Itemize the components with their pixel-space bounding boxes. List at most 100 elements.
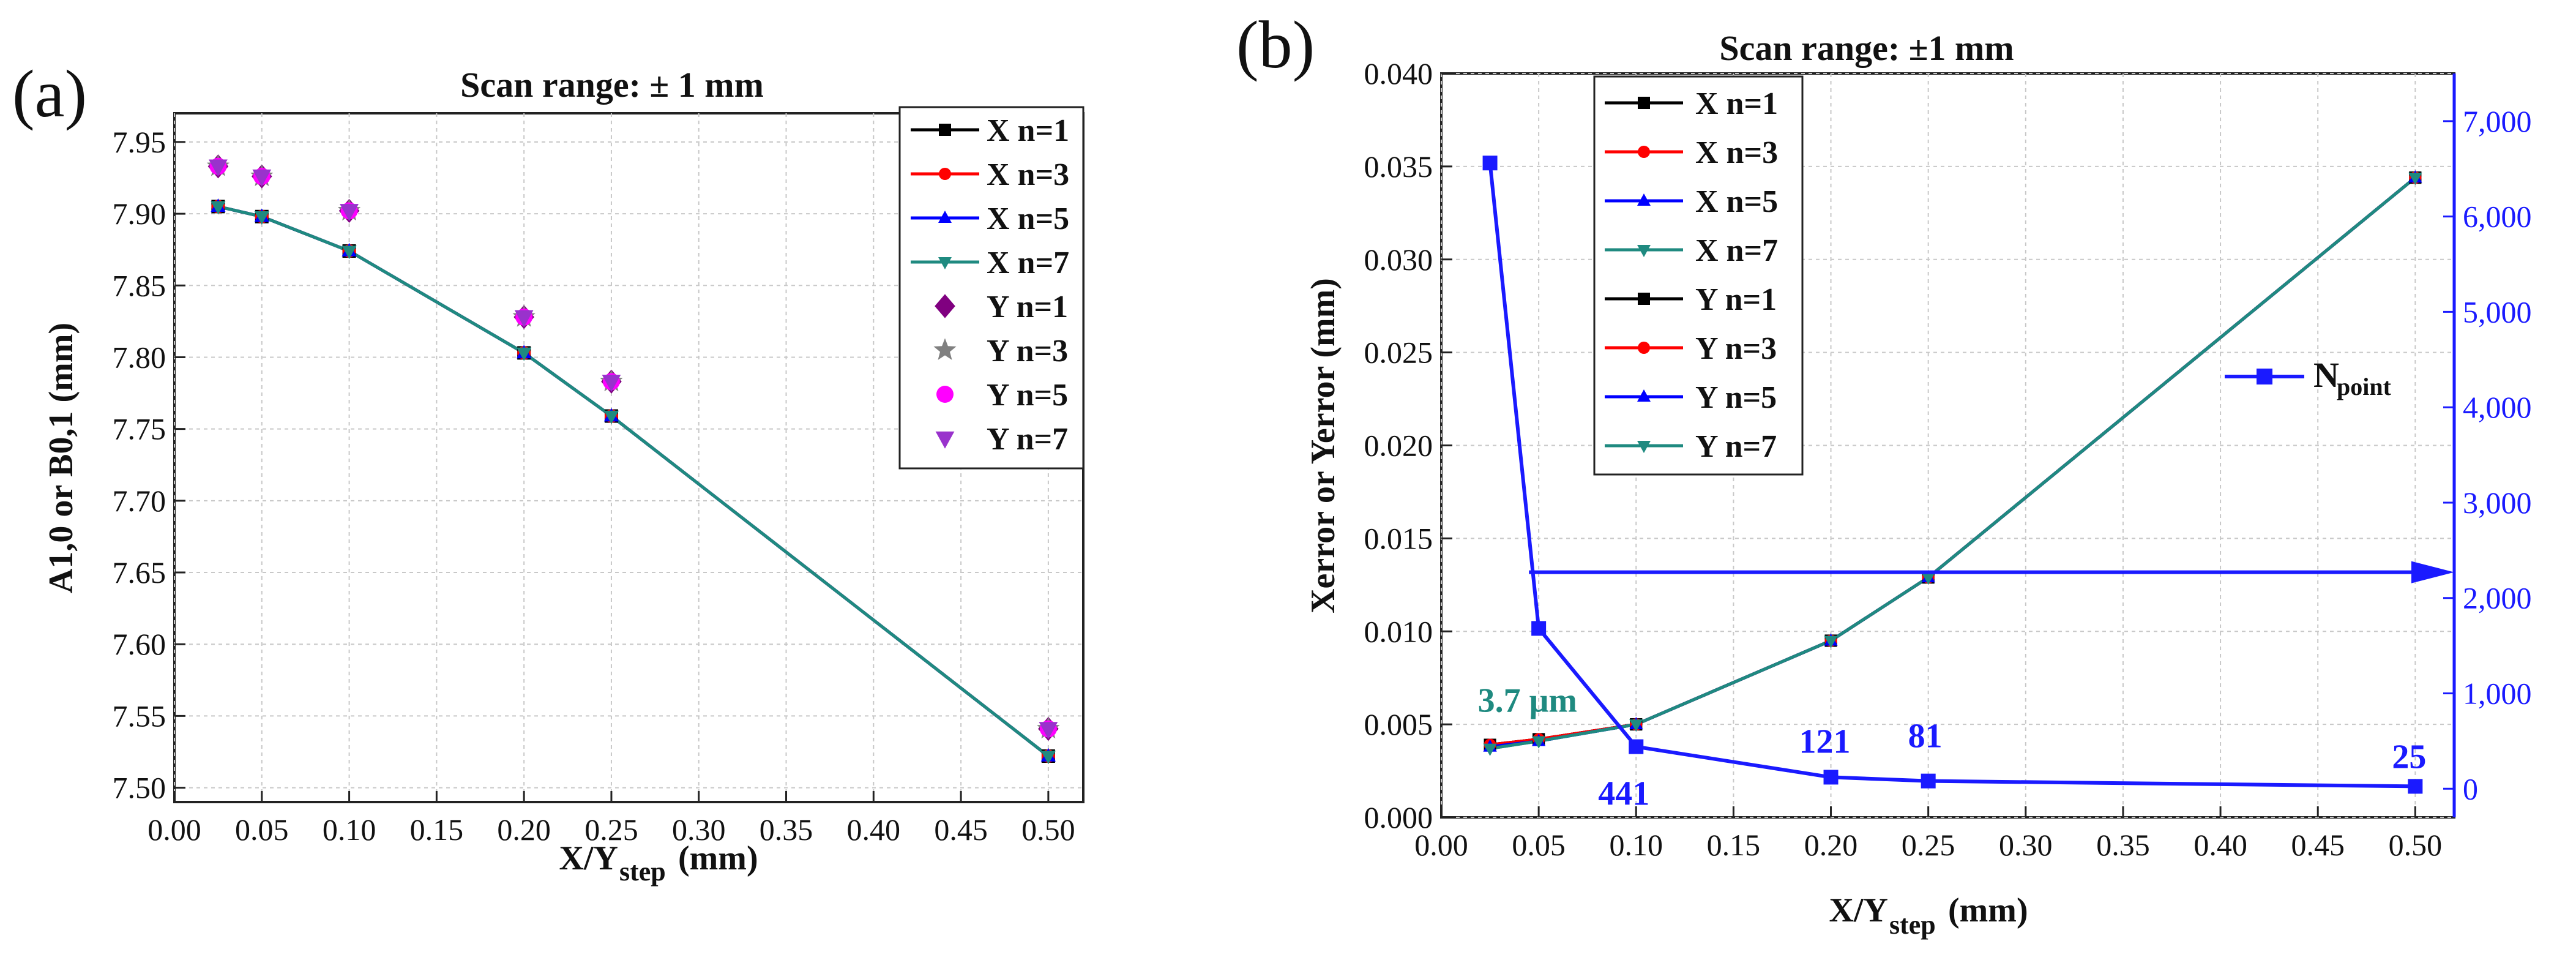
chart-a-ytick-label: 7.75 [113,412,166,446]
chart-b-ytick-label: 0.040 [1364,56,1433,91]
chart-a-point [514,310,534,328]
npoint-legend-label: N [2313,355,2339,395]
chart-a-ytick-label: 7.50 [113,771,166,805]
chart-a-title: Scan range: ± 1 mm [460,65,764,105]
npoint-legend-marker [2257,369,2272,384]
chart-a-xtick-label: 0.20 [497,812,551,847]
chart-b-y2tick-label: 6,000 [2463,200,2532,234]
chart-a-legend-label: Y n=3 [987,334,1068,369]
chart-a-point [211,201,226,215]
chart-a-legend-label: Y n=1 [987,290,1068,324]
chart-a-xtick-label: 0.05 [235,812,289,847]
chart-b-point [1629,719,1643,732]
chart-b-npoint-point [1823,770,1839,785]
chart-b-legend-marker [1638,342,1650,354]
chart-b-ticks: 0.00 0.05 0.10 0.15 0.20 0.25 0.30 0.35 0.40 0.45… [1364,56,2532,862]
chart-a-legend-items: X n=1 X n=3 X n=5 X n=7 Y n=1 Y n=3 Y n=5 Y n=7 [911,113,1069,457]
chart-b-arrow-head [2411,561,2454,583]
chart-b-point [1483,743,1497,756]
chart-a-xtick-label: 0.10 [323,812,376,847]
chart-b-ylabel: Xerror or Yerror (mm) [1304,278,1342,613]
chart-b-annotations: 3.7 μm 441 121 81 25 [1478,682,2427,813]
panel-b-label: (b) [1236,7,1315,82]
chart-a-legend [898,106,1085,470]
chart-a-legend-label: X n=5 [987,201,1069,236]
chart-a-point [340,204,359,222]
chart-b-xtick-label: 0.15 [1707,828,1761,862]
chart-a: 0.00 0.05 0.10 0.15 0.20 0.25 0.30 0.35 0.40 0.45… [42,65,1085,887]
chart-b-ytick-label: 0.025 [1364,336,1433,370]
chart-a-legend-marker [939,168,951,180]
chart-b-y2tick-label: 1,000 [2463,677,2532,711]
chart-b-legend-label: X n=7 [1695,233,1778,268]
chart-b-xtick-label: 0.10 [1610,828,1663,862]
chart-b-legend-label: X n=1 [1695,86,1778,121]
chart-b-xtick-label: 0.00 [1414,828,1468,862]
chart-b-ytick-label: 0.015 [1364,521,1433,555]
chart-b-xlabel-sub: step [1889,910,1936,940]
chart-a-legend-marker [935,431,955,449]
chart-b-legend-label: Y n=3 [1695,331,1777,366]
chart-b: 0.00 0.05 0.10 0.15 0.20 0.25 0.30 0.35 0.40 0.45… [1304,28,2532,940]
chart-b-point [1532,736,1546,749]
chart-b-xtick-label: 0.35 [2096,828,2150,862]
chart-b-y2tick-label: 2,000 [2463,581,2532,615]
chart-a-point [252,169,272,187]
chart-a-xtick-label: 0.00 [147,812,201,847]
chart-a-point [208,159,228,177]
chart-a-xtick-label: 0.30 [672,812,726,847]
chart-a-ytick-label: 7.95 [113,125,166,159]
chart-b-ytick-label: 0.035 [1364,149,1433,184]
chart-a-ytick-label: 7.60 [113,627,166,661]
chart-a-legend-label: Y n=5 [987,378,1068,413]
chart-a-legend-marker [933,338,957,360]
chart-a-legend-label: X n=3 [987,157,1069,192]
chart-a-legend-label: Y n=7 [987,422,1068,457]
chart-b-legend-label: Y n=7 [1695,429,1777,464]
chart-b-annotation: 121 [1799,722,1851,760]
chart-b-legend-items: X n=1 X n=3 X n=5 X n=7 Y n=1 Y n=3 Y n=5 Y n=7 [1605,86,1778,464]
chart-a-legend-marker [935,294,955,318]
chart-b-xtick-label: 0.25 [1902,828,1955,862]
chart-a-ytick-label: 7.65 [113,555,166,590]
chart-b-npoint-point [2408,779,2423,794]
chart-a-legend-marker [939,124,951,136]
chart-b-npoint-legend: N point [2225,355,2392,400]
chart-b-ytick-label: 0.010 [1364,614,1433,648]
chart-b-xtick-label: 0.45 [2291,828,2345,862]
chart-b-legend-label: Y n=5 [1695,380,1777,415]
chart-b-ytick-label: 0.000 [1364,800,1433,834]
chart-b-xtick-label: 0.20 [1804,828,1858,862]
chart-b-point [2408,173,2422,186]
chart-b-arrow [1529,561,2454,583]
chart-a-xtick-label: 0.35 [760,812,813,847]
chart-a-ytick-label: 7.80 [113,340,166,374]
chart-a-legend-marker [938,257,952,269]
chart-a-legend-marker [936,386,954,403]
chart-b-npoint-point [1531,621,1547,636]
chart-a-xtick-label: 0.50 [1021,812,1075,847]
chart-b-annotation: 441 [1598,775,1649,813]
chart-b-y2tick-label: 3,000 [2463,486,2532,520]
chart-b-ytick-label: 0.020 [1364,429,1433,463]
chart-b-xtick-label: 0.40 [2193,828,2247,862]
chart-a-point [1040,751,1056,765]
chart-a-point [1039,722,1058,740]
chart-a-xlabel-unit: (mm) [678,839,758,877]
chart-a-point [342,246,357,260]
chart-b-xtick-label: 0.05 [1512,828,1566,862]
chart-a-xtick-label: 0.40 [847,812,901,847]
chart-b-npoint-line [1488,162,2416,789]
chart-b-legend-marker [1637,245,1651,257]
chart-b-y2tick-label: 7,000 [2463,104,2532,138]
chart-b-annotation: 3.7 μm [1478,682,1577,720]
chart-a-legend-label: X n=7 [987,246,1069,280]
chart-a-ticks: 0.00 0.05 0.10 0.15 0.20 0.25 0.30 0.35 0.40 0.45… [113,125,1075,847]
chart-b-legend-marker [1637,389,1651,402]
chart-b-y2tick-label: 4,000 [2463,390,2532,424]
npoint-legend-sub: point [2337,373,2392,400]
chart-a-point [254,211,269,225]
chart-a-ytick-label: 7.70 [113,484,166,518]
chart-a-legend-label: X n=1 [987,113,1069,148]
